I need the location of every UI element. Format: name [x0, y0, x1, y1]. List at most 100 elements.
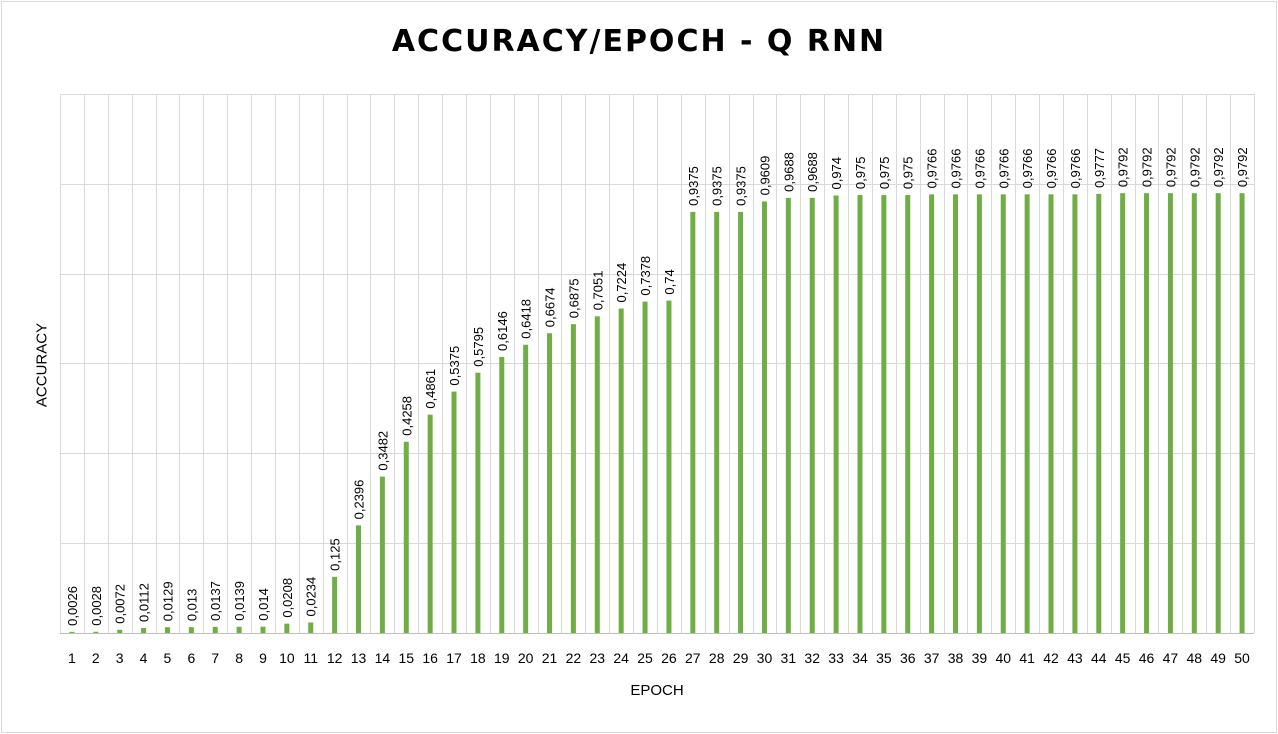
bar: [117, 629, 123, 633]
x-tick-label: 37: [924, 650, 940, 666]
data-label: 0,0208: [280, 578, 295, 618]
bar: [594, 316, 600, 633]
x-tick-label: 6: [187, 650, 195, 666]
x-tick-label: 50: [1234, 650, 1250, 666]
bar: [499, 356, 505, 633]
x-tick-label: 15: [398, 650, 414, 666]
x-tick-label: 38: [948, 650, 964, 666]
x-tick-label: 8: [235, 650, 243, 666]
data-label: 0,6674: [543, 287, 558, 327]
data-label: 0,9609: [757, 156, 772, 196]
x-tick-label: 11: [303, 650, 318, 666]
data-label: 0,9792: [1235, 147, 1250, 187]
x-tick-label: 22: [566, 650, 582, 666]
data-label: 0,0137: [208, 581, 223, 621]
data-label: 0,6146: [495, 311, 510, 351]
data-label: 0,74: [662, 269, 677, 294]
x-tick-label: 27: [685, 650, 701, 666]
x-tick-label: 4: [140, 650, 148, 666]
data-label: 0,0028: [89, 586, 104, 626]
chart-title: ACCURACY/EPOCH - Q RNN: [391, 24, 887, 59]
data-label: 0,0026: [65, 586, 80, 626]
bar: [570, 324, 576, 633]
bar: [1072, 194, 1078, 634]
data-label: 0,9792: [1140, 147, 1155, 187]
x-tick-label: 20: [518, 650, 534, 666]
x-tick-label: 34: [852, 650, 868, 666]
x-tick-label: 42: [1043, 650, 1059, 666]
data-label: 0,014: [256, 588, 271, 621]
bar: [642, 301, 648, 633]
bar: [833, 195, 839, 634]
data-label: 0,5795: [471, 327, 486, 367]
bar: [857, 195, 863, 633]
bar: [523, 344, 529, 633]
data-label: 0,9766: [1044, 149, 1059, 189]
data-label: 0,6418: [519, 299, 534, 339]
bar: [1000, 194, 1006, 634]
bar: [929, 194, 935, 634]
data-label: 0,9792: [1211, 147, 1226, 187]
data-label: 0,0072: [113, 584, 128, 624]
data-label: 0,974: [829, 157, 844, 190]
bar: [93, 631, 99, 633]
x-tick-label: 9: [259, 650, 267, 666]
data-label: 0,7378: [638, 256, 653, 296]
bar: [236, 626, 242, 633]
bar: [547, 333, 553, 633]
bar: [666, 300, 672, 633]
x-tick-label: 3: [116, 650, 124, 666]
data-label: 0,0139: [232, 581, 247, 621]
bar: [212, 626, 218, 633]
data-label: 0,9792: [1163, 147, 1178, 187]
bar: [881, 195, 887, 633]
bar: [761, 201, 767, 633]
bar: [260, 626, 266, 633]
bar: [1191, 193, 1197, 633]
bar: [403, 441, 409, 633]
data-label: 0,4258: [399, 396, 414, 436]
x-tick-label: 41: [1019, 650, 1035, 666]
x-tick-label: 31: [781, 650, 797, 666]
bar: [379, 476, 385, 633]
data-label: 0,2396: [352, 480, 367, 520]
x-tick-label: 19: [494, 650, 510, 666]
x-tick-label: 25: [637, 650, 653, 666]
x-tick-label: 30: [757, 650, 773, 666]
bar: [427, 414, 433, 633]
data-label: 0,9792: [1187, 147, 1202, 187]
bar: [284, 623, 290, 633]
bar: [953, 194, 958, 634]
data-label: 0,6875: [566, 278, 581, 318]
bar: [1144, 193, 1150, 633]
data-label: 0,975: [853, 157, 868, 190]
x-tick-label: 43: [1067, 650, 1083, 666]
data-label: 0,9688: [805, 152, 820, 192]
x-tick-label: 39: [972, 650, 988, 666]
data-label: 0,7051: [590, 271, 605, 311]
x-tick-label: 2: [92, 650, 100, 666]
x-tick-label: 1: [68, 650, 76, 666]
x-tick-label: 16: [422, 650, 438, 666]
data-label: 0,9766: [925, 149, 940, 189]
bar: [188, 627, 194, 633]
data-label: 0,9375: [710, 166, 725, 206]
x-axis-label: EPOCH: [630, 682, 684, 699]
data-label: 0,0112: [137, 583, 152, 622]
x-tick-label: 47: [1163, 650, 1179, 666]
bar: [809, 197, 815, 633]
data-label: 0,9766: [949, 149, 964, 189]
x-tick-label: 32: [804, 650, 820, 666]
data-label: 0,975: [901, 157, 916, 190]
data-label: 0,9792: [1116, 147, 1131, 187]
bar: [738, 211, 744, 633]
x-tick-label: 21: [542, 650, 558, 666]
bar: [1167, 193, 1173, 633]
x-tick-label: 10: [279, 650, 295, 666]
bar: [690, 211, 696, 633]
x-tick-label: 28: [709, 650, 725, 666]
bar: [1239, 193, 1245, 633]
bar: [905, 195, 911, 633]
bar: [618, 308, 624, 633]
